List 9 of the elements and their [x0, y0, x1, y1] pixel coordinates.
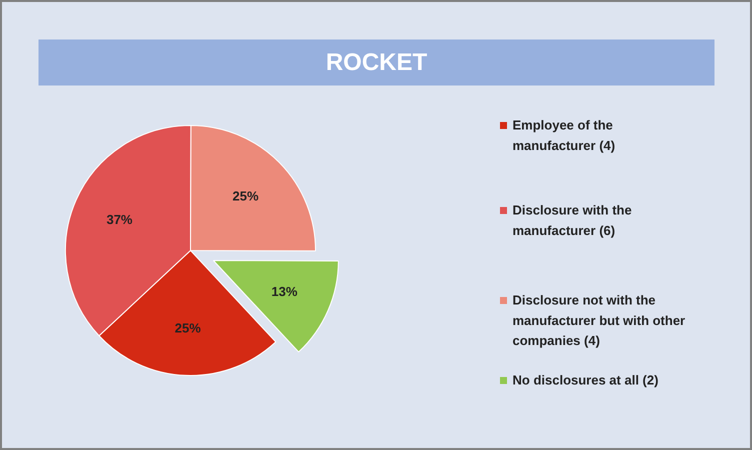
data-label: 25% — [174, 320, 202, 336]
data-label: 37% — [106, 212, 133, 227]
legend-label: Employee of the manufacturer (4) — [512, 118, 616, 153]
legend-label: Disclosure not with the manufacturer but with other companies (4) — [512, 292, 686, 348]
data-label: 25% — [232, 188, 259, 204]
chart-title: ROCKET — [326, 49, 428, 76]
legend-label: No disclosures at all (2) — [512, 372, 658, 388]
legend-label: Disclosure with the manufacturer (6) — [512, 202, 632, 238]
data-label: 13% — [271, 284, 298, 300]
